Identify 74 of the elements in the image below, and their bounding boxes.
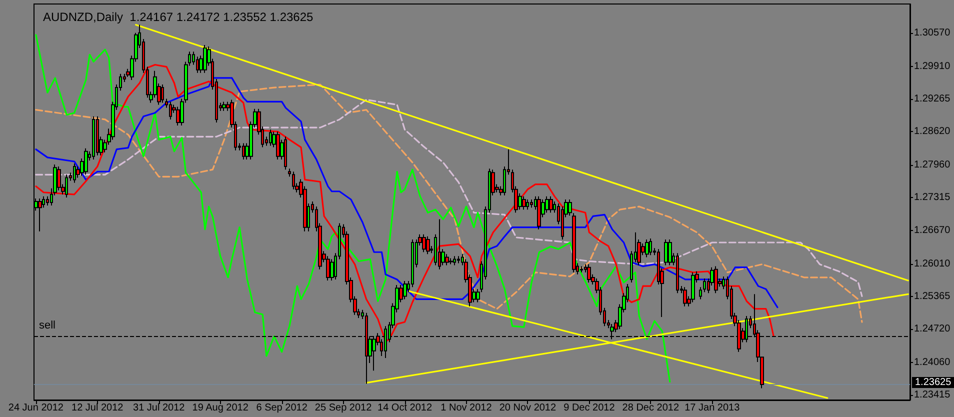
candlestick [203,44,207,74]
candlestick [161,84,164,104]
candlestick [288,168,291,178]
candlestick [457,256,460,264]
x-tick-label: 19 Aug 2012 [192,402,249,414]
x-tick-label: 1 Nov 2012 [440,402,492,414]
candlestick [222,101,226,112]
y-tick-label: 1.25365 [914,290,951,302]
y-tick-label: 1.26010 [914,258,951,270]
candlestick [522,196,526,210]
line-series [35,98,863,297]
candlestick [422,234,426,253]
candlestick [284,136,287,170]
candlestick [438,218,441,270]
y-tick-label: 1.24720 [914,324,951,335]
candlestick [526,198,529,210]
x-tick-label: 17 Jan 2013 [684,402,740,414]
candlestick [449,258,453,265]
y-tick-label: 1.29265 [914,93,951,104]
candlestick [664,238,668,266]
candlestick [549,196,553,214]
y-tick-label: 1.23415 [914,390,951,401]
ref-line-label: 1.23625 [915,377,952,388]
line-series [35,34,671,383]
candlestick [403,280,407,300]
x-tick-label: 25 Sep 2012 [314,402,372,414]
x-tick-label: 12 Jul 2012 [72,402,124,414]
candlestick [668,238,672,266]
candlestick [84,148,88,176]
y-tick-label: 1.29910 [914,60,951,72]
ref-line-label: sell [39,320,56,332]
y-tick-label: 1.28620 [914,126,951,138]
candlestick [269,129,272,146]
candlestick [276,131,280,160]
line-series [35,77,778,308]
y-tick-label: 1.27960 [914,160,951,171]
candlestick [683,286,687,307]
candlestick [92,116,95,160]
candlestick [169,101,172,120]
candlestick [96,116,99,156]
x-tick-label: 14 Oct 2012 [378,402,432,414]
y-tick-label: 1.30570 [914,27,951,38]
candlestick [587,264,591,284]
candlestick [73,163,76,184]
x-tick-label: 9 Dec 2012 [564,402,616,414]
candlestick [572,212,576,273]
candlestick [714,266,718,294]
x-tick-label: 24 Jun 2012 [8,402,64,414]
y-tick-label: 1.26670 [914,224,951,236]
candlestick [411,238,414,288]
candlestick [426,236,430,255]
x-tick-label: 28 Dec 2012 [622,402,680,414]
y-tick-label: 1.24060 [914,357,951,368]
text: AUDNZD,Daily 1.24167 1.24172 1.23552 1.23625 [43,10,314,24]
x-tick-label: 6 Sep 2012 [256,402,308,414]
candlestick [703,278,706,293]
candlestick [530,198,533,208]
candlestick [292,171,295,190]
x-tick-label: 31 Jul 2012 [133,402,186,414]
candlestick [242,142,245,160]
candlestick [568,198,572,216]
candlestick [453,256,456,266]
candlestick [676,252,679,294]
x-tick-label: 20 Nov 2012 [499,402,556,414]
candlestick [691,272,695,303]
candlestick [645,238,649,258]
candlestick [65,174,68,198]
candlestick [537,196,541,230]
candlestick [580,266,583,273]
candlestick [38,198,42,232]
candlestick [545,196,549,214]
y-tick-label: 1.27315 [914,192,951,204]
candlestick [649,238,652,256]
candlestick [699,286,702,300]
